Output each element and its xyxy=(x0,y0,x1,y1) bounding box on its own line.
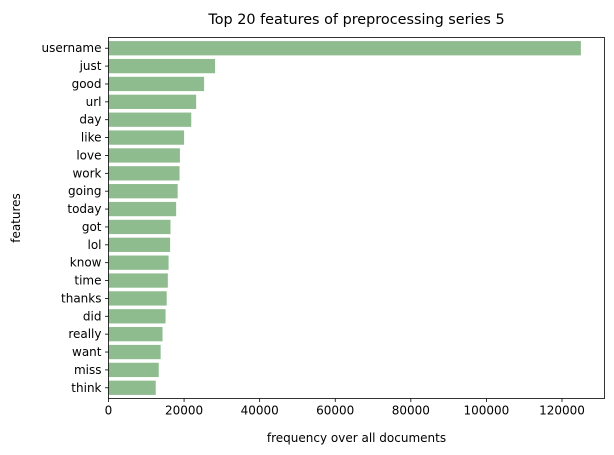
chart-title: Top 20 features of preprocessing series … xyxy=(207,12,504,28)
y-axis-label: features xyxy=(9,193,23,243)
y-tick-label: just xyxy=(79,59,102,73)
bars-group xyxy=(108,41,581,395)
y-tick-label: url xyxy=(86,95,102,109)
y-tick-label: know xyxy=(70,256,102,270)
y-tick-label: good xyxy=(72,77,102,91)
y-tick-label: did xyxy=(83,309,102,323)
y-tick-label: thanks xyxy=(61,291,101,305)
x-axis-label: frequency over all documents xyxy=(267,431,446,445)
bar-just xyxy=(108,58,216,74)
y-tick-label: work xyxy=(72,166,101,180)
bar-day xyxy=(108,112,192,127)
x-tick-label: 120000 xyxy=(539,404,585,418)
bar-username xyxy=(108,41,581,56)
bar-want xyxy=(108,344,161,360)
y-tick-label: got xyxy=(82,220,102,234)
y-tick-label: today xyxy=(67,202,101,216)
x-tick-label: 20000 xyxy=(165,404,203,418)
bar-today xyxy=(108,201,177,217)
bar-going xyxy=(108,184,178,199)
x-tick-label: 40000 xyxy=(241,404,279,418)
bar-think xyxy=(108,380,156,395)
bar-time xyxy=(108,273,168,288)
axes-frame xyxy=(108,37,605,399)
bar-lol xyxy=(108,237,171,252)
y-tick-label: time xyxy=(74,274,101,288)
x-tick-label: 80000 xyxy=(392,404,430,418)
y-tick-label: want xyxy=(72,345,102,359)
bar-good xyxy=(108,76,205,92)
bar-know xyxy=(108,255,169,270)
y-tick-label: day xyxy=(79,113,101,127)
y-tick-label: like xyxy=(81,131,102,145)
x-tick-label: 0 xyxy=(105,404,113,418)
y-tick-label: lol xyxy=(87,238,101,252)
x-tick-label: 60000 xyxy=(316,404,354,418)
bar-url xyxy=(108,94,197,109)
y-tick-label: love xyxy=(76,148,101,162)
x-ticks-group: 0 20000 40000 60000 80000 100000 120000 xyxy=(105,398,585,418)
bar-thanks xyxy=(108,291,167,306)
bar-work xyxy=(108,166,180,181)
bar-like xyxy=(108,130,185,145)
bar-got xyxy=(108,219,171,235)
bar-did xyxy=(108,309,166,324)
bar-miss xyxy=(108,362,159,378)
y-tick-label: think xyxy=(71,381,101,395)
bar-really xyxy=(108,327,163,342)
y-tick-label: really xyxy=(68,327,101,341)
bar-love xyxy=(108,148,180,163)
y-tick-label: going xyxy=(68,184,102,198)
y-tick-label: username xyxy=(42,41,102,55)
y-tick-label: miss xyxy=(74,363,102,377)
x-tick-label: 100000 xyxy=(463,404,509,418)
y-ticks-group: username just good url day like love work going t… xyxy=(42,41,109,395)
